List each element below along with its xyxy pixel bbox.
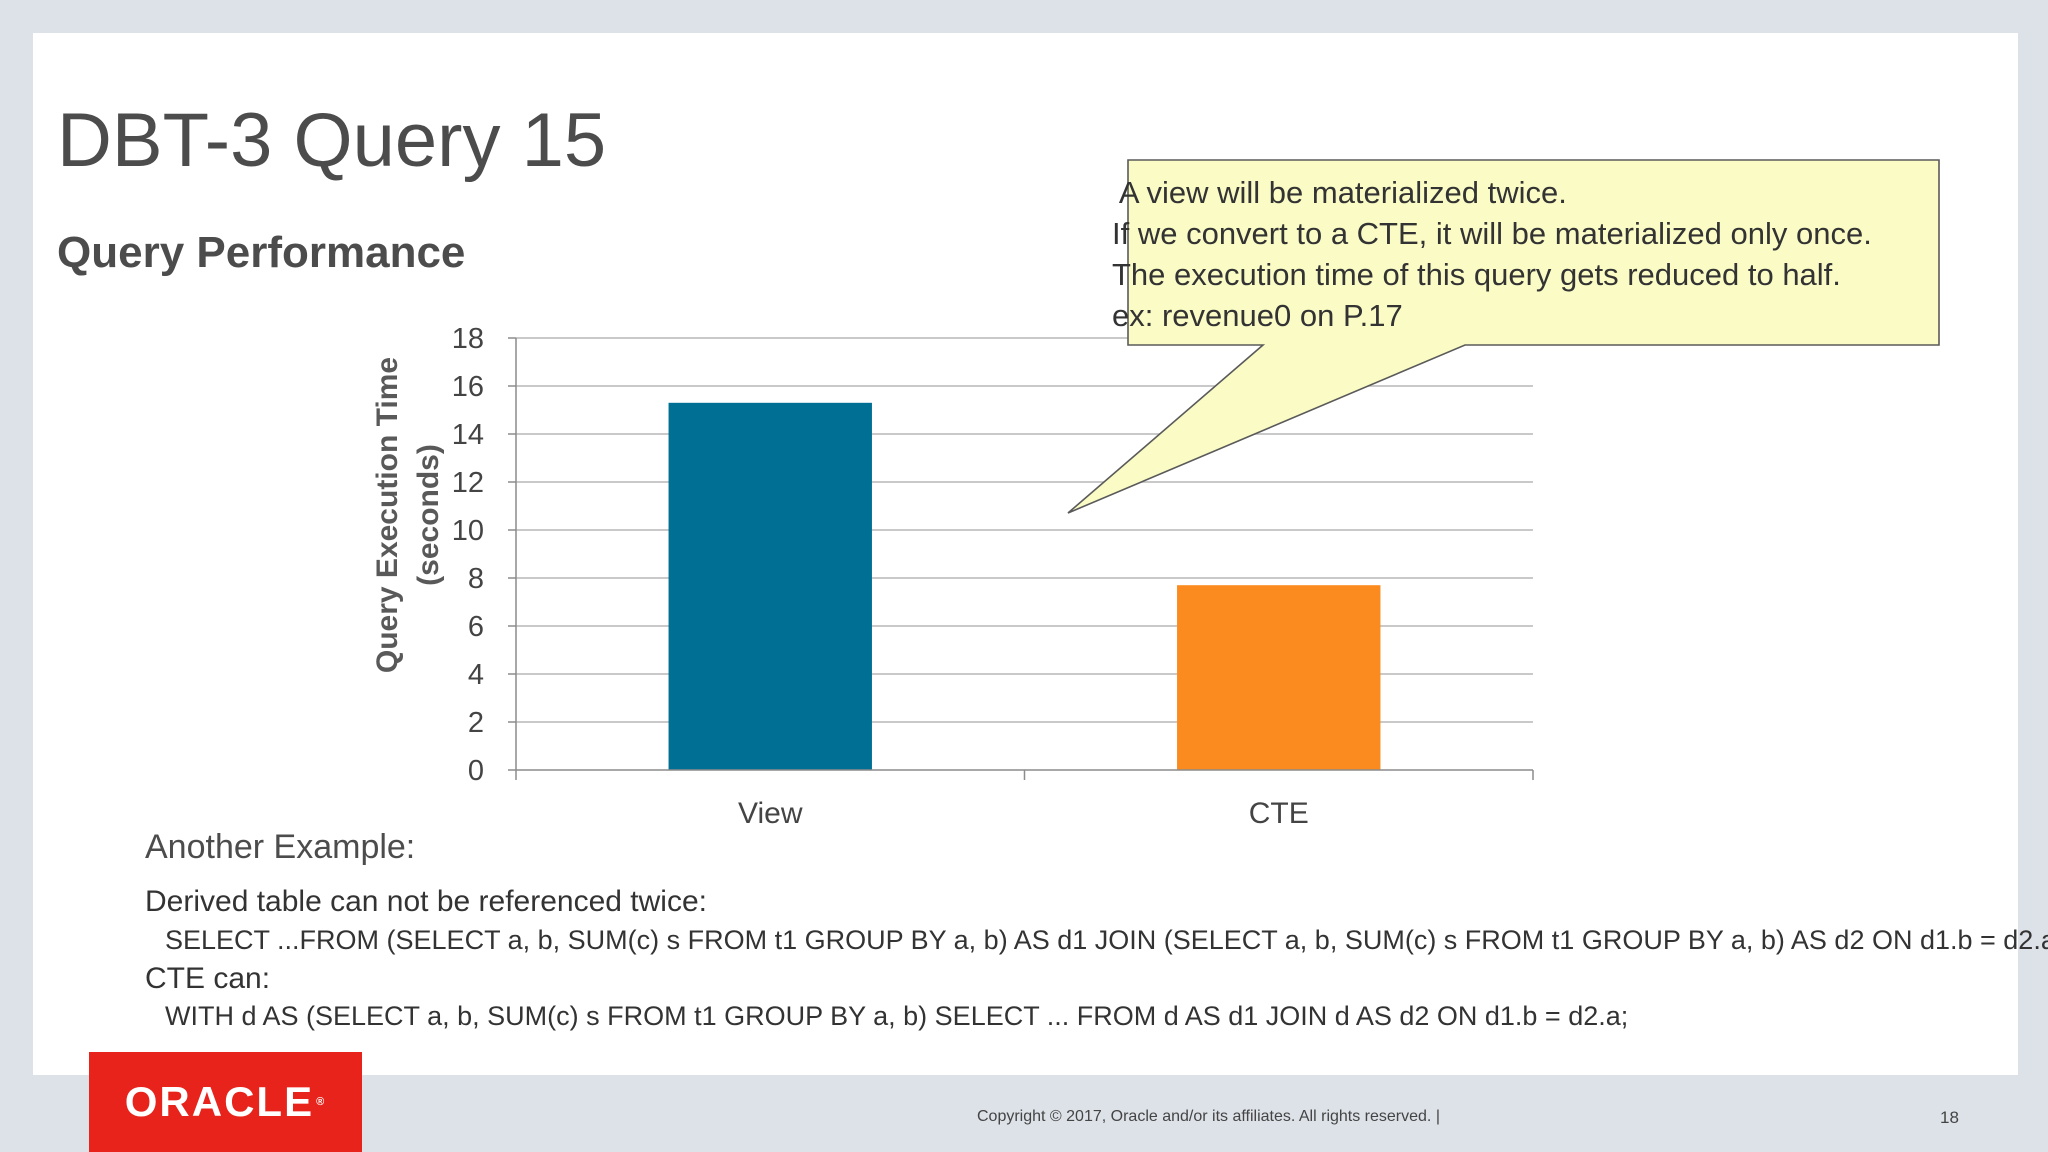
y-tick-label: 14	[452, 419, 484, 451]
oracle-logo-text: ORACLE	[124, 1078, 315, 1125]
derived-table-sql: SELECT ...FROM (SELECT a, b, SUM(c) s FR…	[165, 925, 2048, 955]
x-tick-label: View	[738, 797, 803, 830]
slide-title: DBT-3 Query 15	[57, 98, 607, 183]
callout-text: A view will be materialized twice. If we…	[1112, 175, 1872, 333]
y-tick-label: 10	[452, 515, 484, 547]
y-tick-label: 8	[468, 563, 484, 595]
slide-subtitle: Query Performance	[57, 228, 466, 277]
cte-sql: WITH d AS (SELECT a, b, SUM(c) s FROM t1…	[165, 1001, 1629, 1031]
y-tick-label: 12	[452, 467, 484, 499]
y-tick-label: 4	[468, 659, 484, 691]
oracle-logo: ORACLE ®	[89, 1052, 362, 1152]
y-axis-label-units: (seconds)	[412, 444, 445, 586]
callout-bubble	[1067, 159, 1940, 514]
bar-cte	[1177, 585, 1381, 770]
cte-note: CTE can:	[145, 962, 271, 995]
y-tick-label: 6	[468, 611, 484, 643]
x-tick-label: CTE	[1249, 797, 1309, 830]
y-tick-label: 0	[468, 755, 484, 787]
y-tick-label: 2	[468, 707, 484, 739]
y-tick-label: 16	[452, 371, 484, 403]
registered-mark: ®	[316, 1096, 327, 1108]
page-number: 18	[1940, 1108, 1959, 1127]
derived-table-note: Derived table can not be referenced twic…	[145, 885, 707, 918]
copyright-notice: Copyright © 2017, Oracle and/or its affi…	[977, 1108, 1440, 1125]
example-heading: Another Example:	[145, 828, 416, 866]
bar-view	[668, 402, 872, 770]
y-tick-label: 18	[452, 323, 484, 355]
y-axis-label: Query Execution Time	[371, 357, 404, 673]
